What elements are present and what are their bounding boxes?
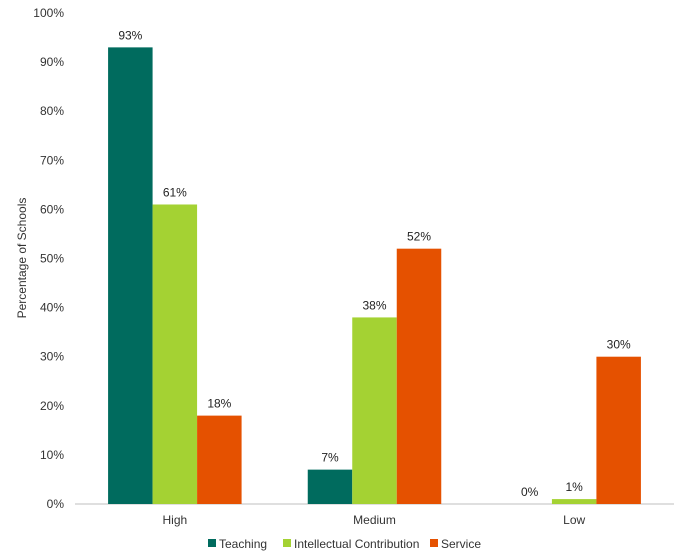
x-category-label: Low: [563, 513, 585, 527]
bars: [108, 47, 641, 505]
category-labels: High Medium Low: [162, 513, 585, 527]
bar-intellectual-contribution-medium: [352, 317, 397, 504]
data-labels: 93% 61% 18% 7% 38% 52% 0% 1% 30%: [118, 28, 631, 499]
bar-service-low: [596, 356, 641, 504]
bar-intellectual-contribution-high: [152, 204, 198, 505]
data-label: 7%: [321, 451, 339, 465]
data-label: 61%: [163, 185, 187, 199]
y-axis-title: Percentage of Schools: [15, 198, 29, 319]
legend-label-intellectual-contribution: Intellectual Contribution: [294, 537, 419, 551]
data-label: 93%: [118, 28, 142, 42]
y-tick-label: 70%: [40, 153, 64, 167]
y-tick-label: 90%: [40, 55, 64, 69]
x-category-label: Medium: [353, 513, 396, 527]
legend-label-service: Service: [441, 537, 481, 551]
data-label: 52%: [407, 230, 431, 244]
y-tick-label: 0%: [47, 497, 65, 511]
bar-teaching-medium: [307, 469, 353, 504]
data-label: 0%: [521, 485, 539, 499]
data-label: 30%: [607, 338, 631, 352]
legend: Teaching Intellectual Contribution Service: [208, 537, 481, 551]
y-tick-label: 80%: [40, 104, 64, 118]
legend-label-teaching: Teaching: [219, 537, 267, 551]
y-tick-label: 10%: [40, 448, 64, 462]
y-tick-label: 60%: [40, 202, 64, 216]
y-tick-label: 30%: [40, 350, 64, 364]
legend-swatch-intellectual-contribution: [283, 539, 291, 547]
y-tick-label: 20%: [40, 399, 64, 413]
bar-teaching-high: [108, 47, 153, 505]
y-tick-label: 100%: [33, 6, 64, 20]
y-tick-label: 50%: [40, 252, 64, 266]
legend-swatch-teaching: [208, 539, 216, 547]
bar-service-medium: [396, 248, 442, 504]
y-axis-ticks: 0% 10% 20% 30% 40% 50% 60% 70% 80% 90% 100%: [33, 6, 64, 511]
y-tick-label: 40%: [40, 301, 64, 315]
bar-service-high: [197, 415, 242, 504]
legend-swatch-service: [430, 539, 438, 547]
bar-intellectual-contribution-low: [551, 499, 597, 504]
x-category-label: High: [162, 513, 187, 527]
data-label: 18%: [207, 397, 231, 411]
data-label: 1%: [565, 480, 583, 494]
data-label: 38%: [362, 298, 386, 312]
